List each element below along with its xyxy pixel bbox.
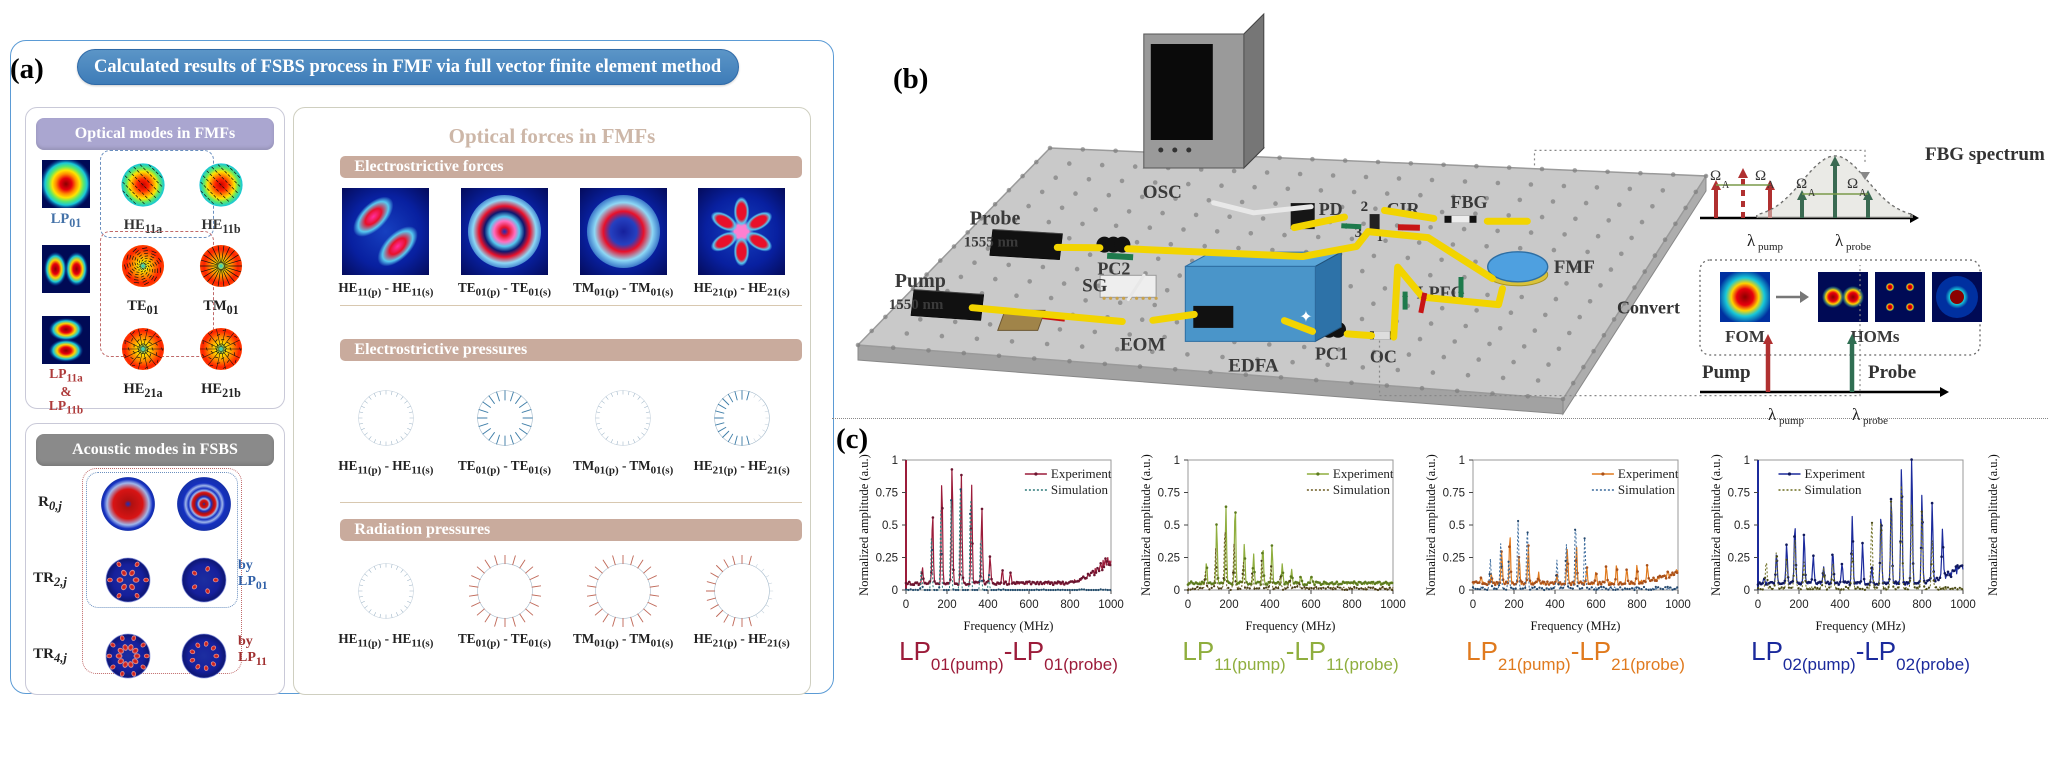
svg-text:0.75: 0.75 [876,488,898,500]
svg-text:400: 400 [1260,599,1279,611]
svg-text:LP21(pump)-LP21(probe): LP21(pump)-LP21(probe) [1466,636,1685,674]
svg-text:1: 1 [892,455,898,467]
svg-text:Frequency (MHz): Frequency (MHz) [1246,619,1336,633]
svg-text:LP01(pump)-LP01(probe): LP01(pump)-LP01(probe) [899,636,1118,674]
svg-text:LP11(pump)-LP11(probe): LP11(pump)-LP11(probe) [1182,636,1398,674]
svg-text:Simulation: Simulation [1618,482,1676,497]
svg-text:800: 800 [1342,599,1361,611]
svg-text:OSC: OSC [1143,182,1182,203]
svg-text:0.5: 0.5 [1449,520,1465,532]
svg-text:0: 0 [1185,599,1191,611]
svg-text:0.25: 0.25 [1443,553,1465,565]
svg-text:0.25: 0.25 [1158,553,1180,565]
svg-text:PC1: PC1 [1315,344,1348,364]
svg-text:A: A [1722,180,1730,191]
svg-text:200: 200 [1219,599,1238,611]
svg-text:Ω: Ω [1755,168,1766,184]
svg-text:λ: λ [1747,231,1756,250]
svg-text:600: 600 [1871,599,1890,611]
svg-text:400: 400 [1830,599,1849,611]
svg-text:Experiment: Experiment [1618,466,1679,481]
svg-text:Normalized amplitude (a.u.): Normalized amplitude (a.u.) [1709,454,1723,596]
svg-text:Simulation: Simulation [1805,482,1863,497]
svg-text:Normalized amplitude (a.u.): Normalized amplitude (a.u.) [1139,454,1153,596]
svg-text:1000: 1000 [1665,599,1691,611]
svg-text:600: 600 [1019,599,1038,611]
svg-text:0: 0 [1470,599,1476,611]
svg-text:800: 800 [1060,599,1079,611]
svg-text:200: 200 [937,599,956,611]
svg-text:FBG: FBG [1451,192,1488,212]
svg-text:0: 0 [1744,585,1750,597]
svg-text:800: 800 [1912,599,1931,611]
svg-text:LP02(pump)-LP02(probe): LP02(pump)-LP02(probe) [1751,636,1970,674]
svg-text:✦: ✦ [1299,309,1312,326]
svg-text:λ: λ [1835,231,1844,250]
svg-text:0.75: 0.75 [1158,488,1180,500]
svg-text:1555 nm: 1555 nm [964,235,1019,251]
svg-text:Normalized amplitude (a.u.): Normalized amplitude (a.u.) [1986,454,2000,596]
svg-text:0: 0 [1174,585,1180,597]
svg-text:Ω: Ω [1796,176,1807,192]
svg-text:FMF: FMF [1554,257,1595,278]
svg-text:Normalized amplitude (a.u.): Normalized amplitude (a.u.) [857,454,871,596]
svg-text:Simulation: Simulation [1333,482,1391,497]
svg-text:Ω: Ω [1847,176,1858,192]
svg-text:0: 0 [1755,599,1761,611]
svg-text:Probe: Probe [970,208,1021,230]
svg-text:0.25: 0.25 [1728,553,1750,565]
svg-text:EDFA: EDFA [1228,355,1279,376]
svg-text:FOM: FOM [1725,327,1765,346]
svg-text:600: 600 [1586,599,1605,611]
svg-text:2: 2 [1361,199,1369,215]
svg-text:probe: probe [1846,241,1871,253]
svg-text:PC2: PC2 [1097,259,1130,279]
svg-text:A: A [1767,180,1775,191]
svg-text:FBG spectrum: FBG spectrum [1925,144,2045,165]
svg-text:0.75: 0.75 [1443,488,1465,500]
svg-text:A: A [1859,188,1867,199]
svg-text:0.5: 0.5 [1164,520,1180,532]
svg-text:1000: 1000 [1950,599,1976,611]
svg-text:Convert: Convert [1617,298,1680,318]
svg-text:Frequency (MHz): Frequency (MHz) [964,619,1054,633]
svg-text:1000: 1000 [1380,599,1406,611]
svg-text:A: A [1808,188,1816,199]
svg-text:EOM: EOM [1120,334,1165,355]
svg-text:Ω: Ω [1710,168,1721,184]
svg-text:200: 200 [1504,599,1523,611]
svg-text:400: 400 [978,599,997,611]
svg-text:pump: pump [1758,241,1784,253]
svg-text:Pump: Pump [895,270,946,292]
svg-text:Experiment: Experiment [1051,466,1112,481]
svg-text:Frequency (MHz): Frequency (MHz) [1816,619,1906,633]
svg-text:1: 1 [1459,455,1465,467]
svg-text:400: 400 [1545,599,1564,611]
svg-text:0: 0 [903,599,909,611]
svg-text:1000: 1000 [1098,599,1124,611]
svg-text:HOMs: HOMs [1850,327,1899,346]
svg-text:1: 1 [1174,455,1180,467]
svg-text:Normalized amplitude (a.u.): Normalized amplitude (a.u.) [1424,454,1438,596]
svg-text:Experiment: Experiment [1333,466,1394,481]
svg-text:1550 nm: 1550 nm [889,297,944,313]
svg-text:1: 1 [1744,455,1750,467]
svg-text:800: 800 [1627,599,1646,611]
svg-text:Experiment: Experiment [1805,466,1866,481]
svg-text:Frequency (MHz): Frequency (MHz) [1531,619,1621,633]
svg-text:Simulation: Simulation [1051,482,1109,497]
svg-text:Pump: Pump [1702,362,1751,383]
svg-text:600: 600 [1301,599,1320,611]
svg-text:OC: OC [1370,346,1397,366]
svg-text:0.5: 0.5 [882,520,898,532]
svg-text:0: 0 [892,585,898,597]
svg-text:0.5: 0.5 [1734,520,1750,532]
svg-text:200: 200 [1789,599,1808,611]
svg-text:0.75: 0.75 [1728,488,1750,500]
svg-text:0.25: 0.25 [876,553,898,565]
svg-text:0: 0 [1459,585,1465,597]
svg-text:Probe: Probe [1868,362,1916,383]
